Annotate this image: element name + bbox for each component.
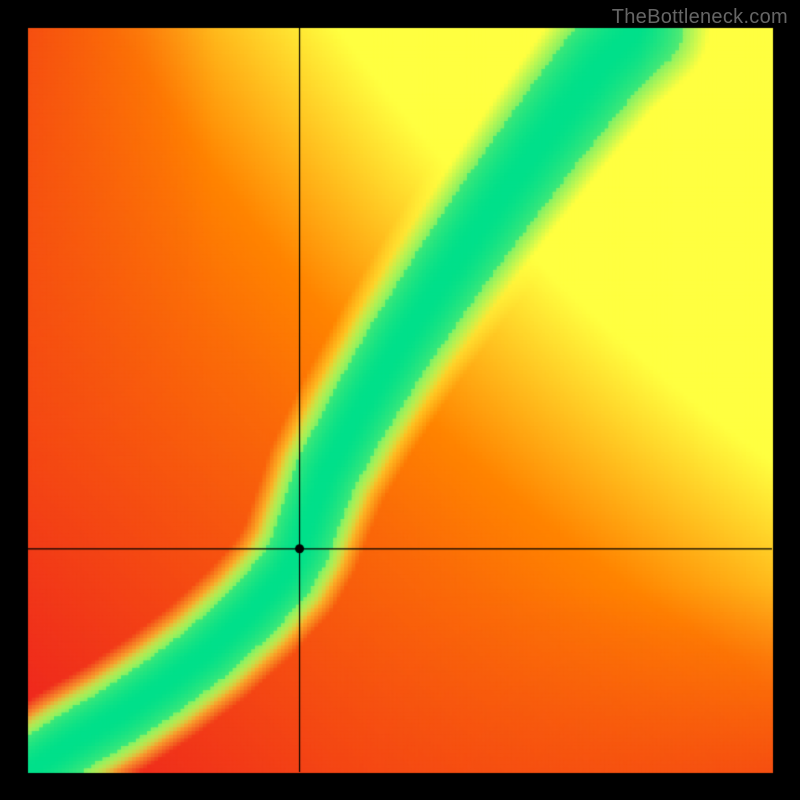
bottleneck-heatmap-canvas bbox=[0, 0, 800, 800]
watermark-label: TheBottleneck.com bbox=[612, 6, 788, 29]
